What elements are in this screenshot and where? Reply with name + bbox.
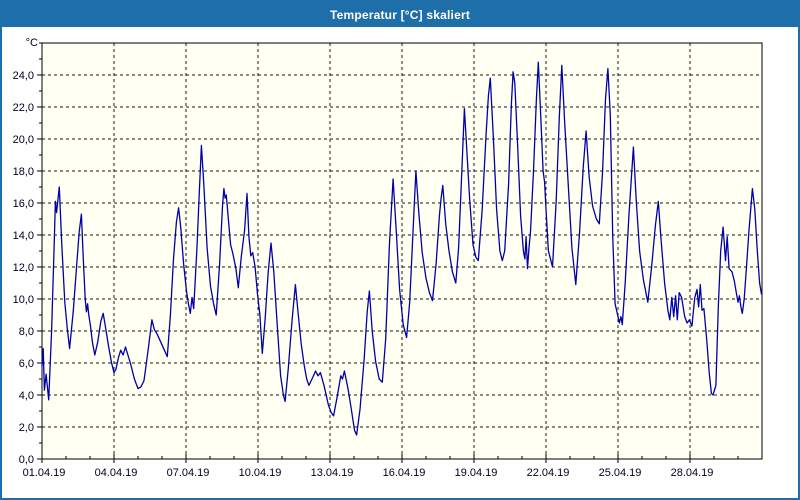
x-tick-label: 19.04.19 xyxy=(455,467,498,479)
y-tick-label: 0,0 xyxy=(19,454,34,466)
y-tick-label: 20,0 xyxy=(13,134,34,146)
window-title: Temperatur [°C] skaliert xyxy=(329,7,471,22)
y-tick-label: 14,0 xyxy=(13,230,34,242)
y-tick-label: 12,0 xyxy=(13,262,34,274)
temperature-series-line xyxy=(41,61,763,436)
temperature-chart: 0,0 2,0 4,0 6,0 8,0 10,0 12,0 14,0 16,0 18,0 20,0 2… xyxy=(13,37,763,479)
x-tick-label: 07.04.19 xyxy=(167,467,210,479)
x-tick-label: 01.04.19 xyxy=(23,467,66,479)
plot-area xyxy=(42,43,762,459)
y-tick-label: 4,0 xyxy=(19,390,34,402)
y-tick-label: 18,0 xyxy=(13,166,34,178)
y-tick-label: 6,0 xyxy=(19,358,34,370)
y-axis-unit-label: °C xyxy=(26,37,38,49)
x-tick-label: 04.04.19 xyxy=(95,467,138,479)
x-tick-label: 10.04.19 xyxy=(239,467,282,479)
window-title-bar[interactable]: Temperatur [°C] skaliert xyxy=(2,2,798,27)
x-tick-label: 28.04.19 xyxy=(671,467,714,479)
x-tick-label: 16.04.19 xyxy=(383,467,426,479)
y-tick-label: 16,0 xyxy=(13,198,34,210)
x-tick-label: 22.04.19 xyxy=(527,467,570,479)
x-tick-label: 25.04.19 xyxy=(599,467,642,479)
y-tick-label: 8,0 xyxy=(19,326,34,338)
y-tick-label: 24,0 xyxy=(13,70,34,82)
y-tick-label: 10,0 xyxy=(13,294,34,306)
y-tick-label: 22,0 xyxy=(13,102,34,114)
x-tick-label: 13.04.19 xyxy=(311,467,354,479)
y-tick-label: 2,0 xyxy=(19,422,34,434)
